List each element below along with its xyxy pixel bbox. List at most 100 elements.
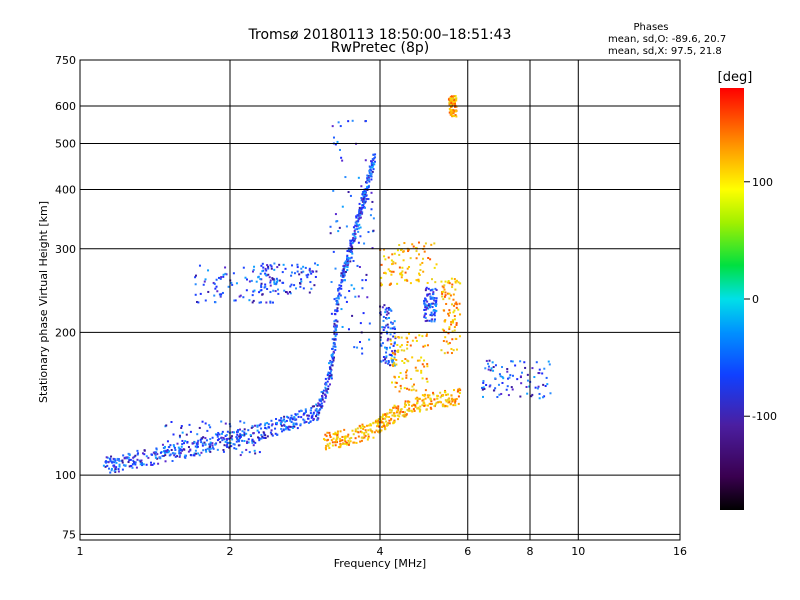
echo-point (390, 357, 393, 360)
echo-point (423, 308, 426, 311)
echo-point (452, 109, 455, 112)
echo-point (352, 433, 355, 436)
echo-point (243, 421, 246, 424)
echo-point (507, 394, 510, 397)
echo-point (487, 368, 490, 371)
echo-point (519, 375, 522, 378)
echo-point (326, 391, 329, 394)
echo-point (431, 306, 434, 309)
echo-point (451, 97, 454, 100)
echo-point (269, 284, 272, 287)
echo-point (201, 442, 204, 445)
echo-point (353, 287, 356, 290)
echo-point (392, 363, 395, 366)
echo-point (335, 333, 338, 336)
echo-point (405, 376, 408, 379)
echo-point (354, 437, 357, 440)
echo-point (491, 361, 494, 364)
echo-point (324, 377, 327, 380)
echo-point (355, 225, 358, 228)
echo-point (280, 427, 283, 430)
echo-point (383, 424, 386, 427)
echo-point (330, 377, 333, 380)
echo-point (531, 367, 534, 370)
echo-point (449, 110, 452, 113)
echo-point (385, 351, 388, 354)
echo-point (115, 461, 118, 464)
echo-point (431, 302, 434, 305)
echo-point (294, 287, 297, 290)
echo-point (328, 434, 331, 437)
echo-point (282, 428, 285, 431)
echo-point (348, 437, 351, 440)
echo-point (370, 166, 373, 169)
echo-point (346, 264, 349, 267)
echo-point (115, 466, 118, 469)
echo-point (356, 264, 359, 267)
echo-point (393, 349, 396, 352)
echo-point (370, 191, 373, 194)
x-tick-label: 1 (77, 545, 84, 558)
echo-point (350, 256, 353, 259)
x-axis-label: Frequency [MHz] (334, 557, 426, 570)
echo-point (458, 387, 461, 390)
echo-point (351, 239, 354, 242)
echo-point (444, 291, 447, 294)
echo-point (230, 445, 233, 448)
echo-point (133, 461, 136, 464)
echo-point (393, 320, 396, 323)
echo-point (382, 413, 385, 416)
echo-point (216, 448, 219, 451)
echo-point (260, 289, 263, 292)
echo-point (326, 380, 329, 383)
echo-point (381, 414, 384, 417)
echo-point (324, 397, 327, 400)
echo-point (398, 253, 401, 256)
y-axis-label: Stationary phase Virtual Height [km] (37, 201, 50, 403)
echo-point (221, 291, 224, 294)
echo-point (332, 359, 335, 362)
echo-point (172, 444, 175, 447)
echo-point (164, 460, 167, 463)
echo-point (194, 293, 197, 296)
echo-point (369, 423, 372, 426)
echo-point (290, 414, 293, 417)
echo-point (267, 273, 270, 276)
echo-point (417, 406, 420, 409)
echo-point (369, 429, 372, 432)
echo-point (395, 381, 398, 384)
echo-point (178, 455, 181, 458)
echo-point (320, 400, 323, 403)
echo-point (421, 363, 424, 366)
echo-point (128, 459, 131, 462)
echo-point (250, 279, 253, 282)
echo-point (102, 464, 105, 467)
echo-point (433, 398, 436, 401)
echo-point (314, 275, 317, 278)
echo-point (244, 276, 247, 279)
echo-point (443, 320, 446, 323)
echo-point (418, 272, 421, 275)
echo-point (415, 369, 418, 372)
echo-point (332, 341, 335, 344)
echo-point (423, 304, 426, 307)
echo-point (283, 289, 286, 292)
echo-point (441, 394, 444, 397)
echo-point (233, 431, 236, 434)
echo-point (358, 210, 361, 213)
echo-point (429, 289, 432, 292)
echo-point (335, 432, 338, 435)
echo-point (365, 181, 368, 184)
echo-point (361, 425, 364, 428)
echo-point (545, 376, 548, 379)
echo-point (204, 278, 207, 281)
echo-point (444, 399, 447, 402)
echo-point (336, 434, 339, 437)
echo-point (303, 421, 306, 424)
echo-point (230, 436, 233, 439)
echo-point (163, 450, 166, 453)
echo-point (411, 243, 414, 246)
echo-point (390, 309, 393, 312)
echo-point (394, 337, 397, 340)
echo-point (322, 438, 325, 441)
